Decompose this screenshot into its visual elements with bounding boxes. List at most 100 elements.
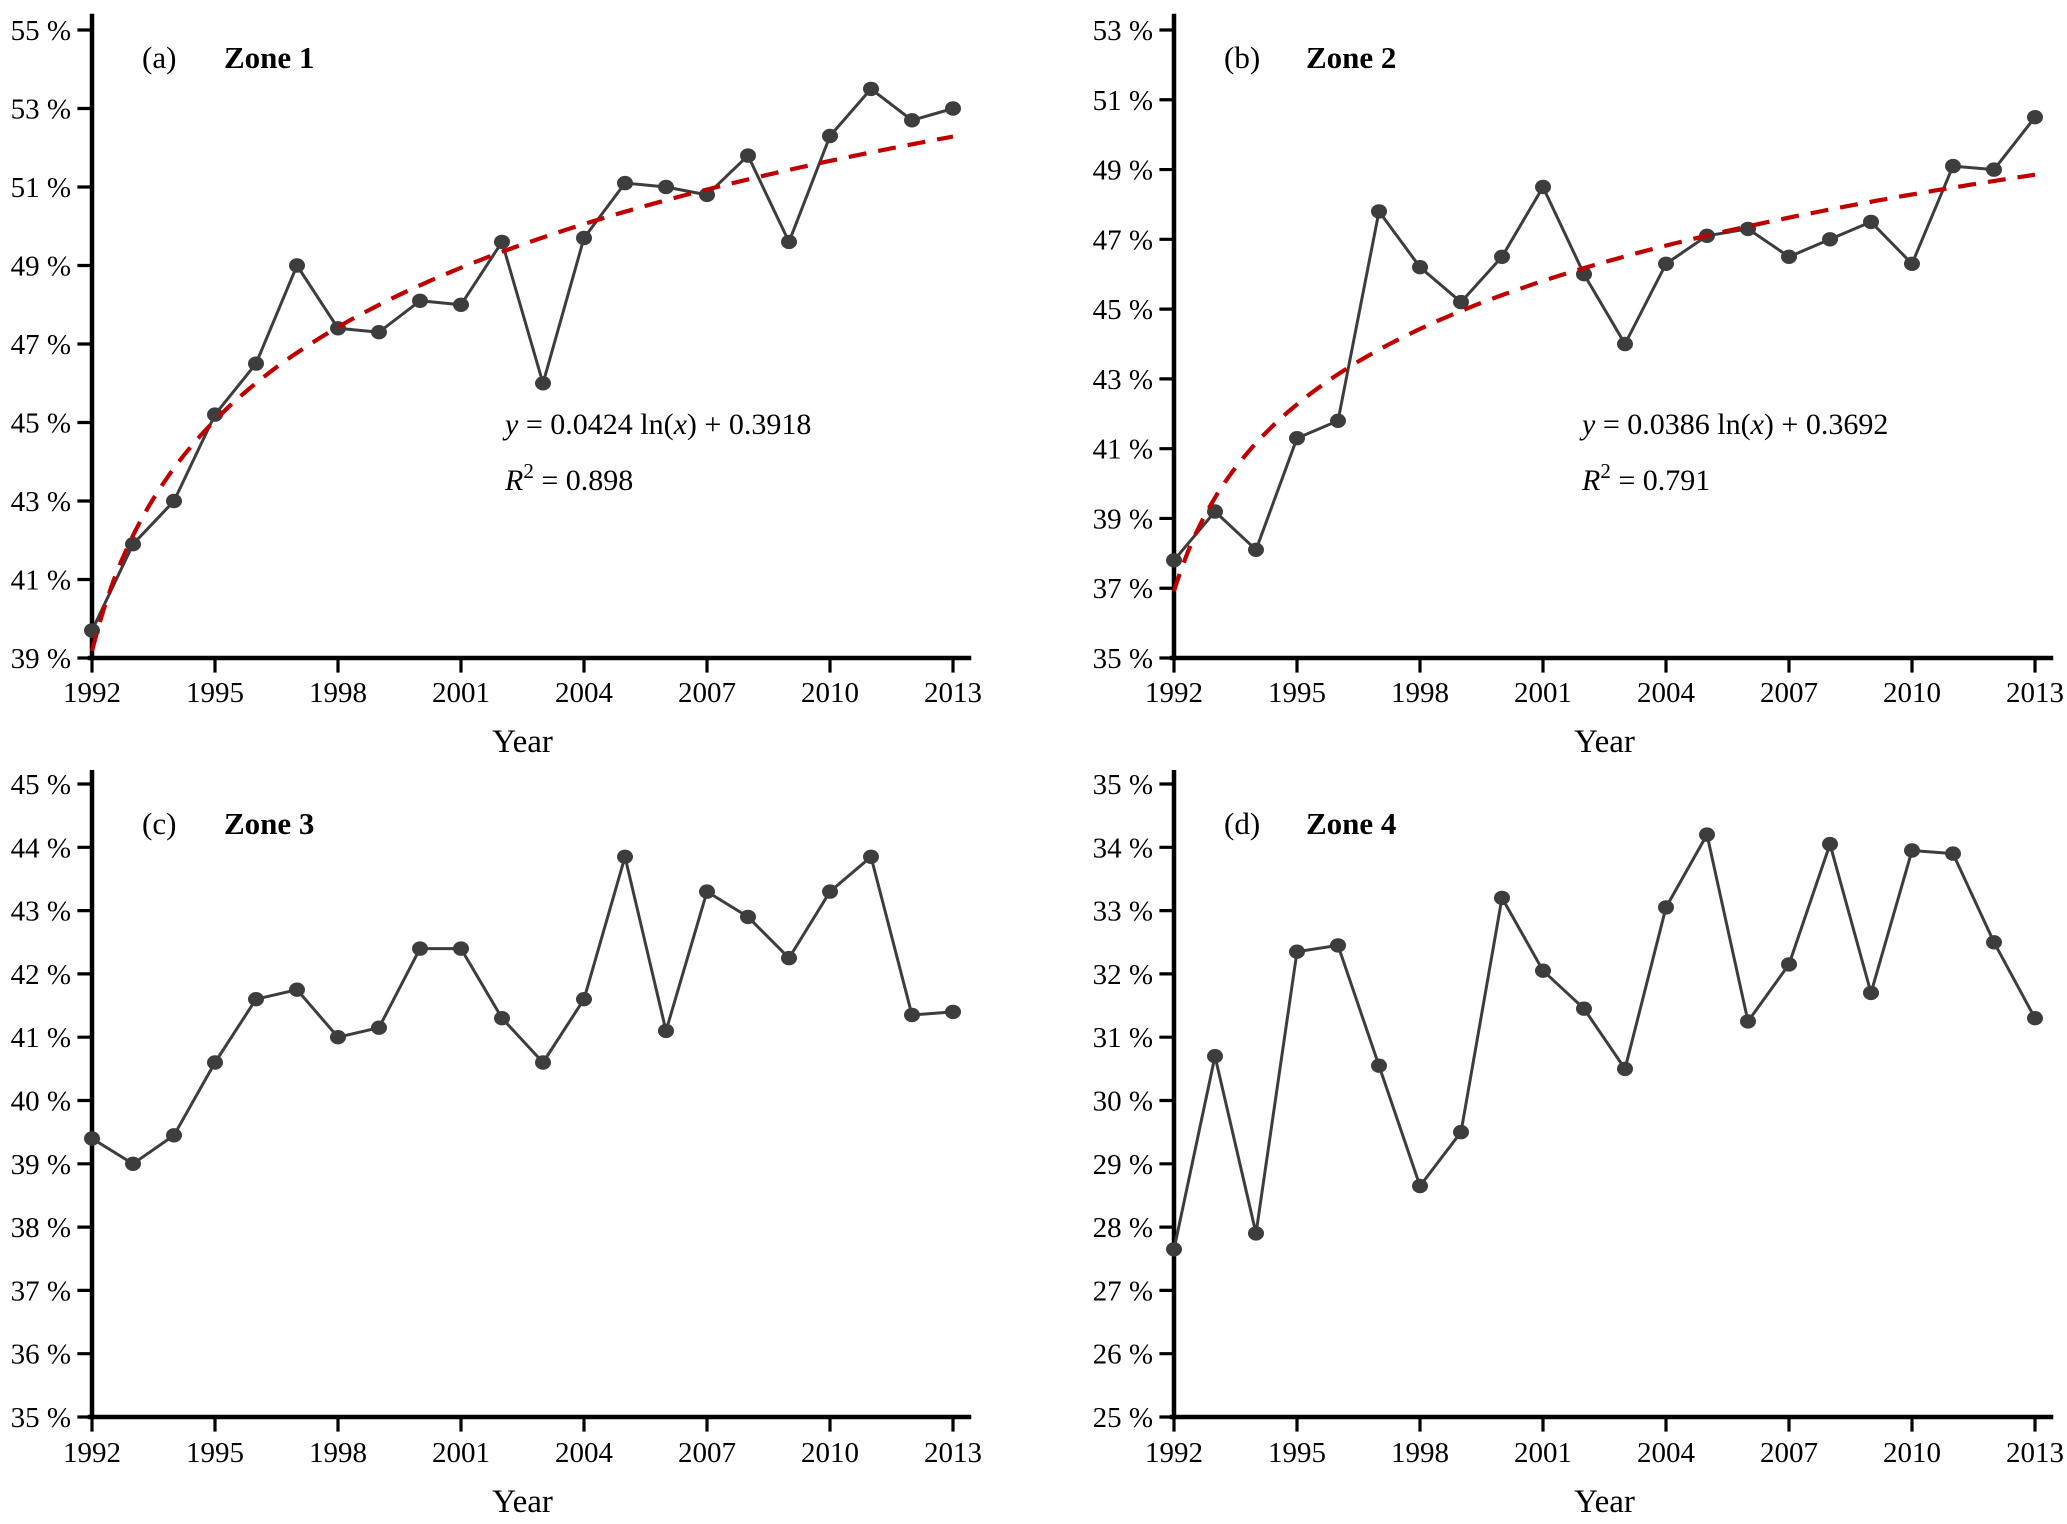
panel-zone2: 35 % 37 % 39 % 41 % 43 % 45 % 47 % 49 % 51 % 53 %… (1082, 0, 2067, 775)
y-tick-label: 35 % (1093, 643, 1153, 675)
x-tick-label: 2010 (801, 677, 859, 709)
data-point (84, 1131, 100, 1146)
series-line (1172, 116, 2037, 562)
data-point (1781, 249, 1797, 264)
y-tick-label: 53 % (1093, 15, 1153, 47)
panel-title: Zone 4 (1306, 806, 1396, 841)
data-point (863, 849, 879, 864)
y-tick-label: 42 % (11, 959, 71, 991)
data-point (1494, 249, 1510, 264)
x-axis-label: Year (1574, 724, 1635, 760)
data-point (1166, 553, 1182, 568)
data-point (125, 1156, 141, 1171)
y-tick-label: 51 % (11, 172, 71, 204)
data-point (658, 1023, 674, 1039)
data-point (1330, 938, 1346, 953)
y-tick-label: 32 % (1093, 959, 1153, 991)
y-tick-label: 55 % (11, 15, 71, 47)
y-tick-label: 49 % (1093, 155, 1153, 187)
data-point (740, 909, 756, 925)
data-point (822, 128, 838, 144)
data-point (1453, 1124, 1469, 1140)
data-point (166, 1128, 182, 1143)
data-point (1863, 985, 1879, 1001)
x-tick-label: 2001 (432, 677, 490, 709)
data-point (1863, 214, 1879, 230)
x-tick-label: 2007 (1760, 677, 1818, 709)
y-tick-label: 43 % (11, 896, 71, 928)
x-tick-label: 2004 (1637, 677, 1696, 709)
data-points (1166, 827, 2043, 1257)
x-tick-label: 2004 (555, 677, 614, 709)
data-point (248, 356, 264, 371)
data-point (2027, 110, 2043, 125)
x-tick-label: 2013 (924, 1437, 982, 1469)
x-axis-label: Year (1574, 1484, 1635, 1520)
y-tick-label: 41 % (11, 1022, 71, 1054)
data-point (1371, 1058, 1387, 1073)
data-point (1412, 1178, 1428, 1194)
y-tick-label: 53 % (11, 94, 71, 126)
axes (77, 767, 972, 1432)
panel-letter: (b) (1224, 40, 1260, 75)
data-point (1904, 256, 1920, 271)
x-tick-label: 1992 (1145, 677, 1203, 709)
y-tick-label: 38 % (11, 1212, 71, 1244)
data-point (781, 234, 797, 250)
x-tick-label: 1992 (63, 1437, 121, 1469)
y-tick-label: 49 % (11, 251, 71, 283)
data-point (535, 376, 551, 391)
x-tick-label: 1998 (1391, 1437, 1449, 1469)
data-point (1658, 256, 1674, 271)
data-point (453, 941, 469, 956)
panel-letter: (d) (1224, 806, 1260, 841)
y-tick-label: 51 % (1093, 85, 1153, 117)
data-point (945, 1004, 961, 1020)
y-tick-label: 47 % (11, 329, 71, 361)
x-tick-label: 2007 (678, 1437, 736, 1469)
x-tick-label: 2010 (1883, 677, 1941, 709)
data-point (1248, 542, 1264, 557)
y-tick-label: 39 % (11, 643, 71, 675)
data-point (494, 234, 510, 250)
x-tick-label: 2013 (924, 677, 982, 709)
data-point (494, 1011, 510, 1026)
x-tick-label: 1992 (63, 677, 121, 709)
y-tick-label: 47 % (1093, 224, 1153, 256)
data-point (1986, 935, 2002, 950)
panel-title: Zone 1 (224, 40, 314, 75)
y-tick-label: 27 % (1093, 1275, 1153, 1307)
data-point (904, 1007, 920, 1023)
y-tick-label: 44 % (11, 832, 71, 864)
x-tick-label: 1995 (186, 677, 244, 709)
data-point (863, 81, 879, 97)
data-point (904, 113, 920, 128)
y-tick-label: 40 % (11, 1086, 71, 1118)
data-point (1740, 1014, 1756, 1029)
x-tick-labels: 1992 1995 1998 2001 2004 2007 2010 2013 (63, 677, 982, 709)
data-point (2027, 1011, 2043, 1026)
data-point (699, 884, 715, 899)
y-tick-labels: 39 % 41 % 43 % 45 % 47 % 49 % 51 % 53 % 55 % (11, 15, 71, 675)
panel-zone3: 35 % 36 % 37 % 38 % 39 % 40 % 41 % 42 % 43 % 44 %… (0, 767, 1035, 1524)
x-tick-label: 2013 (2006, 677, 2064, 709)
data-point (1617, 1061, 1633, 1077)
x-tick-label: 1995 (1268, 677, 1326, 709)
data-point (1207, 1049, 1223, 1064)
data-point (207, 1055, 223, 1070)
x-tick-label: 2004 (1637, 1437, 1696, 1469)
y-tick-label: 35 % (1093, 770, 1153, 801)
x-tick-label: 1995 (186, 1437, 244, 1469)
y-tick-label: 29 % (1093, 1149, 1153, 1181)
data-point (412, 941, 428, 956)
trendline-r-squared: R2 = 0.791 (1581, 459, 1710, 497)
y-tick-label: 37 % (11, 1275, 71, 1307)
data-point (1945, 158, 1961, 174)
panel-a-chart: 39 % 41 % 43 % 45 % 47 % 49 % 51 % 53 % 55 % 1992… (11, 13, 982, 760)
data-points (84, 849, 961, 1171)
y-tick-label: 33 % (1093, 896, 1153, 928)
data-point (1699, 827, 1715, 842)
x-tick-label: 1998 (309, 677, 367, 709)
data-point (1453, 294, 1469, 310)
